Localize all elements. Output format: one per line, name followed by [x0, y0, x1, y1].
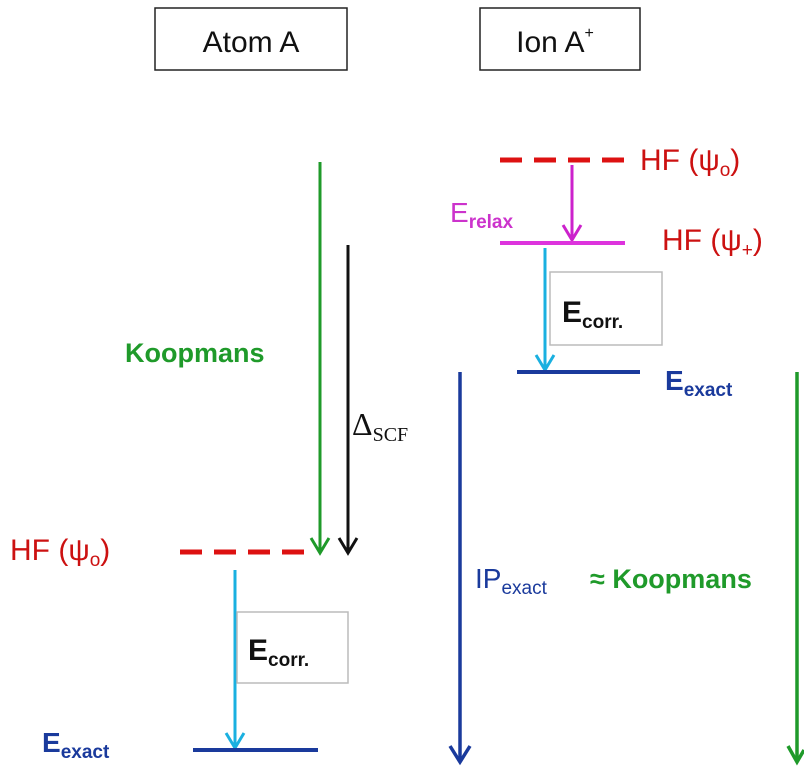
ion-corr-label: Ecorr. [562, 296, 623, 333]
atom-box [154, 7, 348, 71]
atom-corr-label: Ecorr. [248, 634, 309, 671]
ion-hf0-label: HF (ψo) [640, 144, 740, 181]
atom-exact-label: Eexact [42, 727, 110, 763]
relax-label: Erelax [450, 197, 513, 233]
ip-label: IPexact [475, 563, 548, 599]
ip-arrow [448, 372, 472, 766]
koopmans-arrow [309, 162, 331, 556]
ion-title: Ion A+ [516, 25, 594, 59]
atom-title: Atom A [203, 26, 300, 59]
approx-koopmans-label: ≈ Koopmans [590, 564, 752, 594]
ion-hfplus-label: HF (ψ+) [662, 224, 763, 261]
ion-corr-box [549, 271, 663, 346]
atom-hf0-label: HF (ψo) [10, 534, 110, 571]
atom-corr-box [236, 611, 349, 684]
koopmans-label: Koopmans [125, 338, 265, 368]
ion-box [479, 7, 641, 71]
ion-exact-label: Eexact [665, 365, 733, 401]
relax-arrow [561, 165, 583, 243]
approx-koopmans-arrow [786, 372, 804, 766]
delta-scf-label: ΔSCF [352, 406, 408, 446]
delta-scf-arrow [337, 245, 359, 556]
